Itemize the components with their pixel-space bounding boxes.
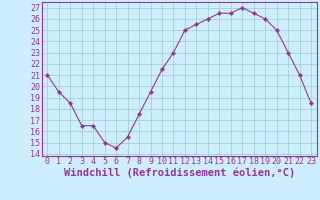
X-axis label: Windchill (Refroidissement éolien,°C): Windchill (Refroidissement éolien,°C) xyxy=(64,168,295,178)
